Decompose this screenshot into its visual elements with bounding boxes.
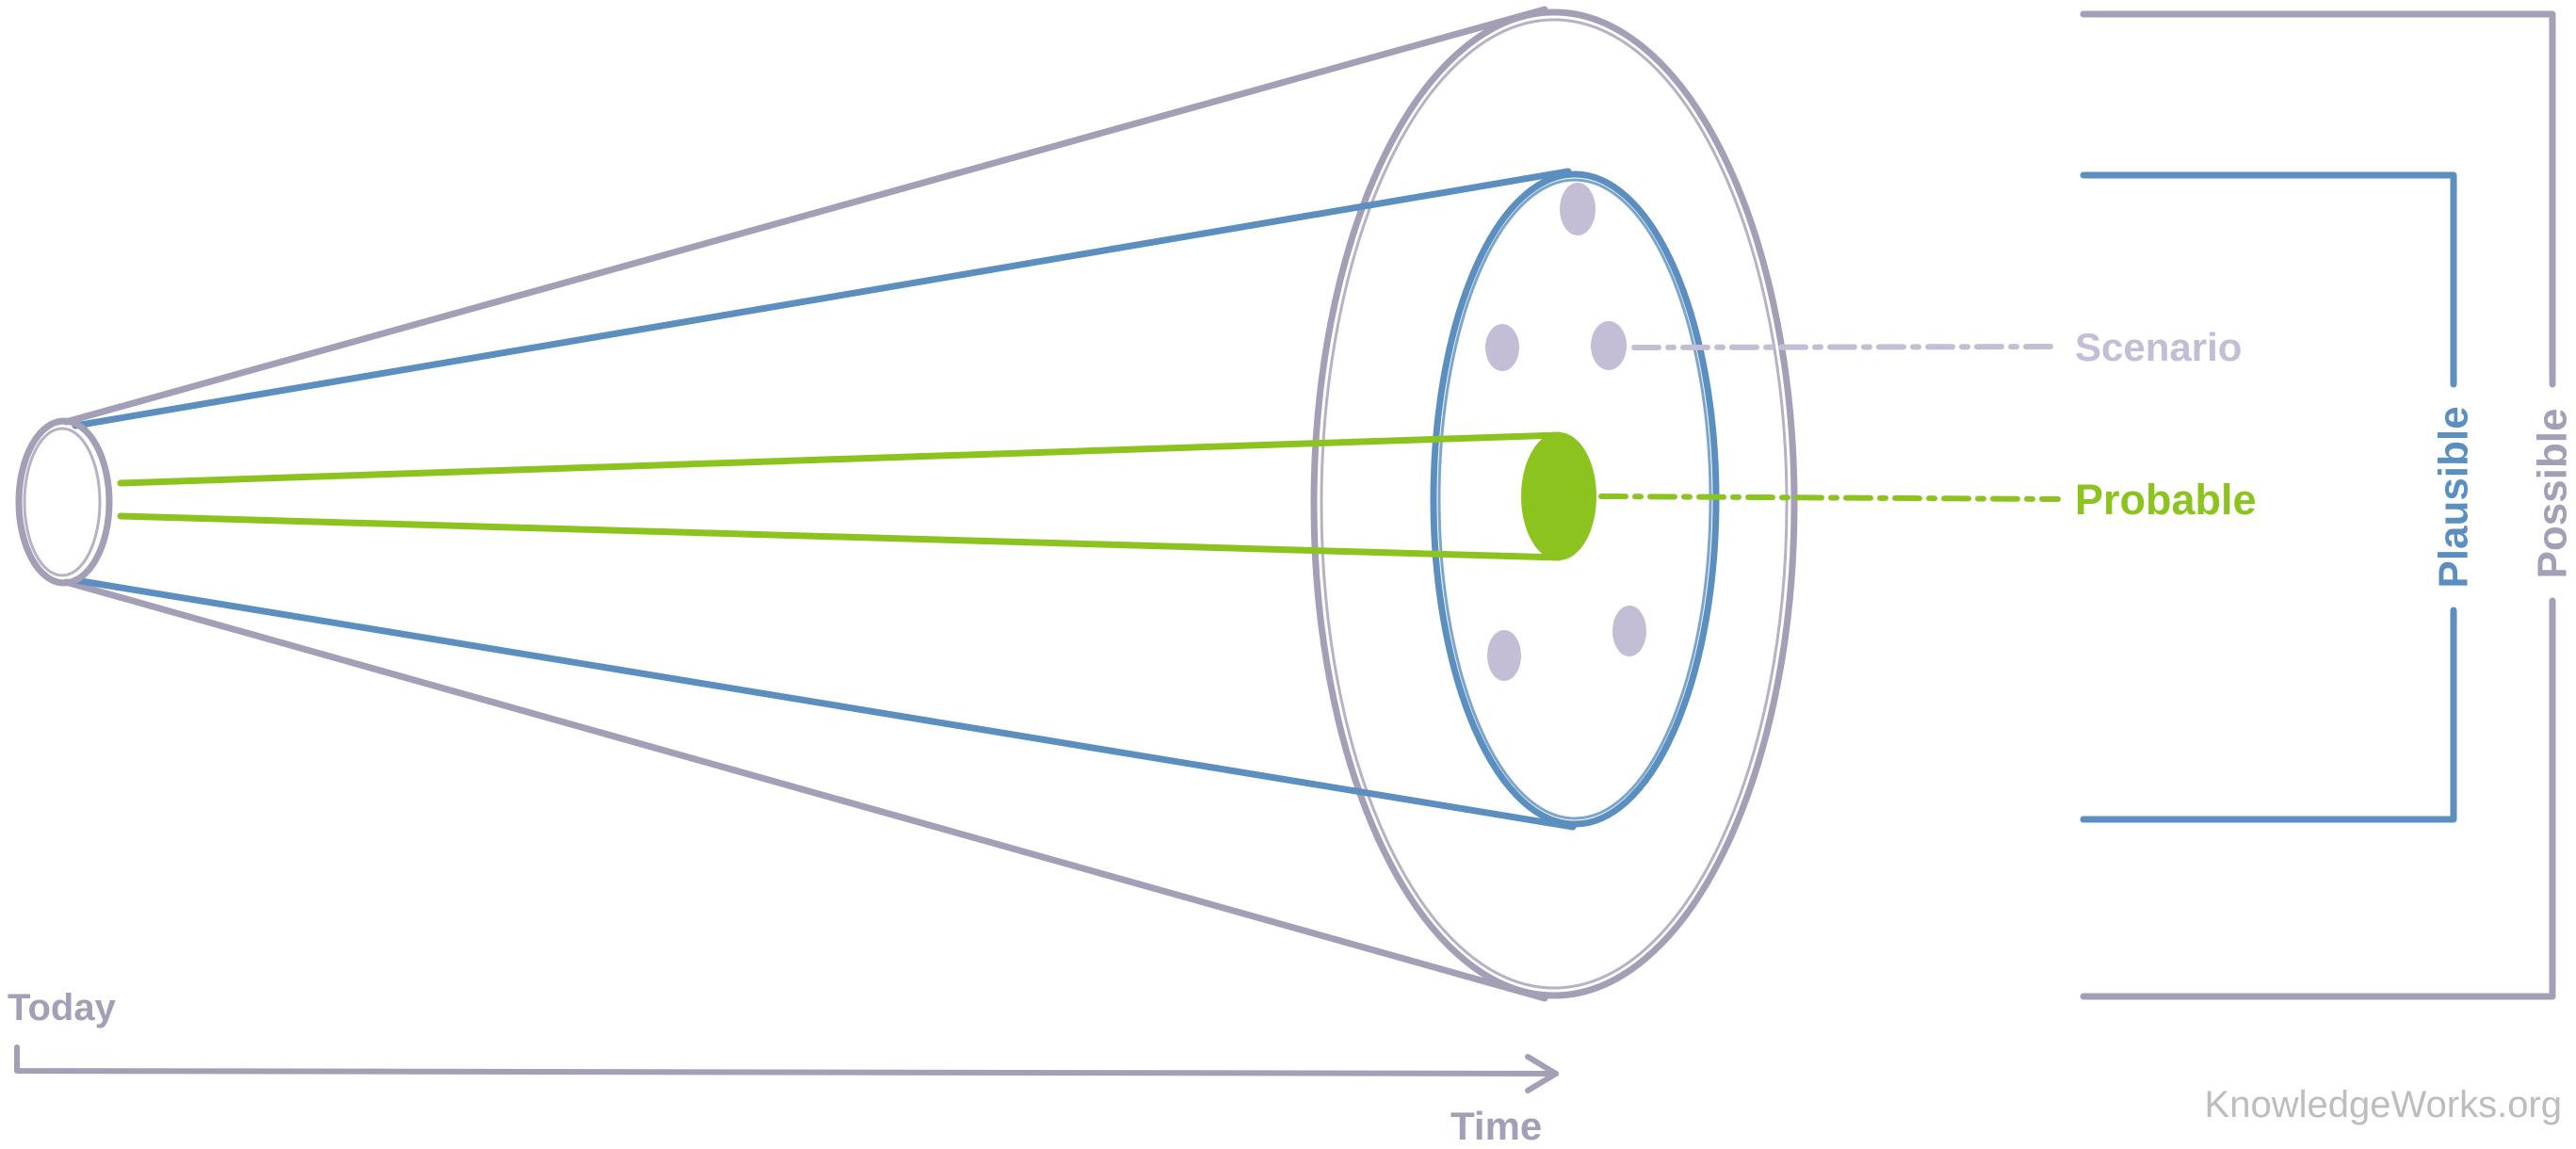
plausible-label: Plausible	[2431, 406, 2477, 588]
probable-label: Probable	[2075, 476, 2257, 524]
time-axis-line	[14, 1044, 1559, 1076]
probable-cone-mouth	[1521, 432, 1596, 560]
possible-cone-mouth	[1310, 8, 1798, 999]
scenario-dot	[1487, 630, 1521, 681]
plausible-cone	[72, 168, 1720, 831]
probable-cone-top-edge	[117, 431, 1563, 487]
scenario-label: Scenario	[2075, 325, 2242, 369]
time-axis	[14, 1044, 1559, 1093]
scenario-dot	[1612, 606, 1646, 656]
scenario-dot	[1560, 183, 1596, 235]
possible-label: Possible	[2530, 409, 2576, 579]
possible-bracket-top	[2080, 10, 2556, 388]
possible-cone-mouth-inner-stroke	[1320, 18, 1789, 990]
plausible-cone-bottom-edge	[72, 576, 1577, 831]
plausible-bracket	[2080, 171, 2457, 823]
probable-cone	[117, 431, 1596, 561]
plausible-bracket-top	[2080, 171, 2457, 388]
plausible-bracket-bottom	[2080, 607, 2457, 823]
plausible-cone-top-edge	[72, 168, 1572, 429]
scenario-dot	[1591, 321, 1627, 370]
time-label: Time	[1450, 1104, 1542, 1148]
today-ring-outline	[15, 417, 113, 587]
possible-bracket-bottom	[2080, 597, 2556, 1000]
scenario-dot	[1485, 324, 1519, 371]
time-axis-arrowhead	[1525, 1054, 1559, 1093]
possible-cone-top-edge	[62, 6, 1548, 426]
possible-bracket	[2080, 10, 2556, 1000]
probable-cone-bottom-edge	[117, 512, 1563, 561]
today-ring	[15, 417, 113, 587]
today-ring-inner-stroke	[23, 427, 102, 577]
scenario-dots	[1485, 183, 1646, 681]
scenario-leader-line	[1631, 344, 2061, 350]
watermark: KnowledgeWorks.org	[2205, 1084, 2562, 1125]
possible-cone	[62, 6, 1798, 1002]
possible-cone-bottom-edge	[62, 578, 1548, 1002]
today-label: Today	[8, 987, 117, 1028]
probable-leader-line	[1598, 494, 2061, 502]
